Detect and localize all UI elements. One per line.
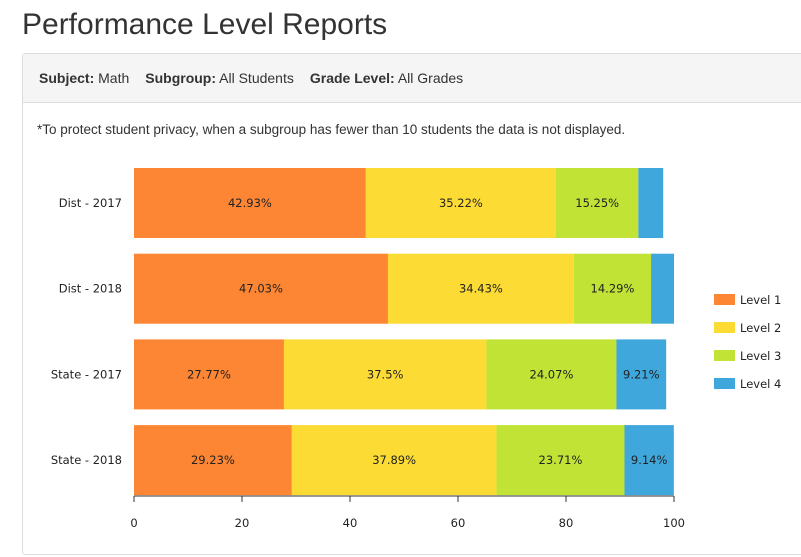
x-tick-label: 0 (130, 516, 137, 530)
data-label: 29.23% (191, 453, 235, 467)
subgroup-filter: Subgroup: All Students (145, 70, 294, 86)
data-label: 9.21% (623, 367, 660, 381)
bar-segment (496, 425, 625, 496)
category-label: Dist - 2017 (59, 196, 122, 210)
legend-label: Level 2 (740, 321, 781, 335)
data-label: 9.14% (631, 453, 668, 467)
bar-segment (134, 253, 388, 324)
bar-segment (624, 425, 674, 496)
data-label: 47.03% (239, 282, 283, 296)
data-label: 23.71% (539, 453, 583, 467)
data-label: 14.29% (591, 282, 635, 296)
x-tick-label: 40 (343, 516, 358, 530)
bar-segment (556, 168, 639, 238)
bar-segment (573, 253, 652, 324)
category-label: Dist - 2018 (59, 282, 122, 296)
grade-value: All Grades (397, 70, 464, 86)
category-label: State - 2017 (51, 367, 122, 381)
filter-bar: Subject: Math Subgroup: All Students Gra… (23, 54, 801, 103)
subject-value: Math (98, 70, 130, 86)
legend-label: Level 4 (740, 377, 781, 391)
subgroup-value: All Students (219, 70, 294, 86)
bar-segment (283, 339, 487, 410)
x-tick-label: 20 (235, 516, 250, 530)
data-label: 27.77% (187, 367, 231, 381)
legend-swatch (714, 350, 735, 361)
legend-swatch (714, 322, 735, 333)
bar-segment (134, 168, 366, 238)
legend-swatch (714, 294, 735, 305)
x-tick-label: 60 (451, 516, 466, 530)
bar-segment (486, 339, 617, 410)
grade-filter: Grade Level: All Grades (310, 70, 463, 86)
bar-segment (651, 253, 674, 324)
legend-label: Level 1 (740, 293, 781, 307)
bar-segment (387, 253, 574, 324)
category-label: State - 2018 (51, 453, 122, 467)
subject-label: Subject: (39, 70, 95, 86)
bar-segment (616, 339, 667, 410)
data-label: 37.5% (367, 367, 404, 381)
privacy-note: *To protect student privacy, when a subg… (37, 122, 626, 137)
page-title: Performance Level Reports (22, 8, 388, 41)
data-label: 34.43% (459, 282, 503, 296)
subject-filter: Subject: Math (39, 70, 129, 86)
legend-swatch (714, 378, 735, 389)
x-tick-label: 100 (663, 516, 685, 530)
bar-segment (365, 168, 557, 238)
grade-label: Grade Level: (309, 70, 395, 86)
data-label: 24.07% (530, 367, 574, 381)
data-label: 15.25% (575, 196, 619, 210)
bar-segment (291, 425, 497, 496)
legend-label: Level 3 (740, 349, 781, 363)
x-tick-label: 80 (559, 516, 574, 530)
bar-segment (134, 425, 292, 496)
bar-segment (134, 339, 284, 410)
data-label: 42.93% (228, 196, 272, 210)
data-label: 37.89% (372, 453, 416, 467)
subgroup-label: Subgroup: (145, 70, 217, 86)
data-label: 35.22% (439, 196, 483, 210)
bar-segment (638, 168, 664, 238)
